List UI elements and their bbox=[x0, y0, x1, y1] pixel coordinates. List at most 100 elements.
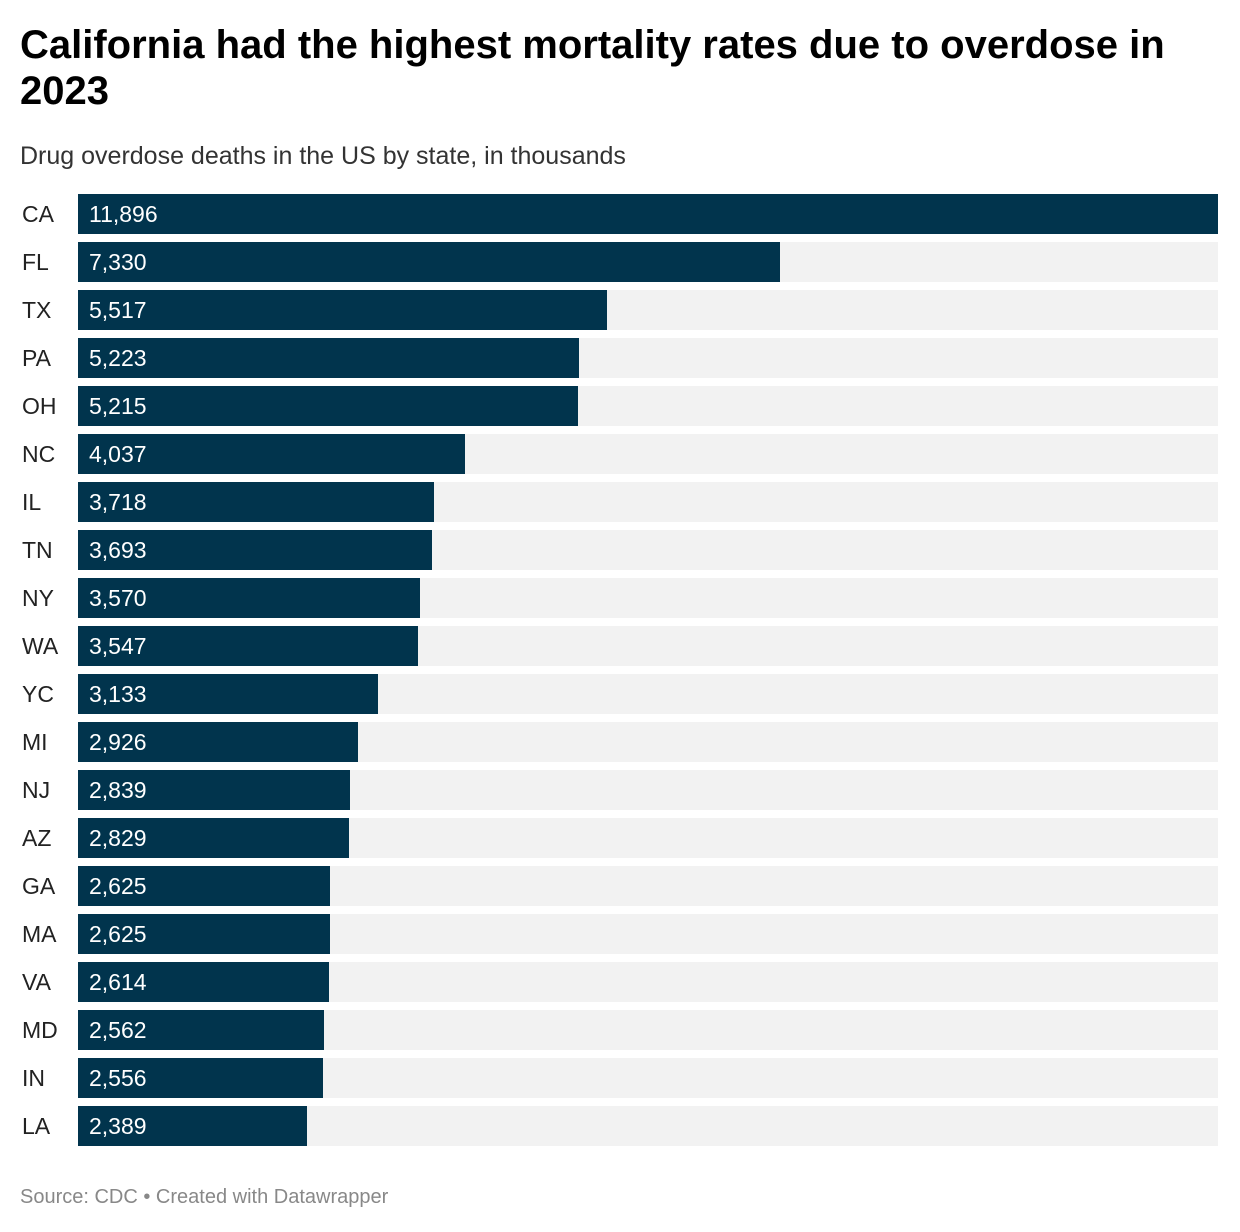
category-label: WA bbox=[22, 633, 59, 659]
bar-track: 2,562 bbox=[78, 1010, 1218, 1050]
bar-row: CA 11,896 bbox=[0, 194, 1240, 234]
value-label: 2,562 bbox=[89, 1017, 147, 1043]
bar-track: 3,693 bbox=[78, 530, 1218, 570]
category-label: GA bbox=[22, 873, 56, 899]
value-label: 3,693 bbox=[89, 537, 147, 563]
bar bbox=[78, 578, 420, 618]
value-label: 5,215 bbox=[89, 393, 147, 419]
category-label: FL bbox=[22, 249, 49, 275]
bar-row: OH 5,215 bbox=[0, 386, 1240, 426]
value-label: 2,389 bbox=[89, 1113, 147, 1139]
category-label: MD bbox=[22, 1017, 58, 1043]
bar-track: 3,570 bbox=[78, 578, 1218, 618]
bar bbox=[78, 770, 350, 810]
value-label: 7,330 bbox=[89, 249, 147, 275]
chart-footer: Source: CDC • Created with Datawrapper bbox=[20, 1186, 389, 1208]
bar-row: YC 3,133 bbox=[0, 674, 1240, 714]
value-label: 11,896 bbox=[89, 201, 158, 227]
value-label: 3,547 bbox=[89, 633, 147, 659]
bar bbox=[78, 722, 358, 762]
bar-row: NY 3,570 bbox=[0, 578, 1240, 618]
bar-row: TX 5,517 bbox=[0, 290, 1240, 330]
bar-track: 2,556 bbox=[78, 1058, 1218, 1098]
category-label: AZ bbox=[22, 825, 52, 851]
bar-track: 4,037 bbox=[78, 434, 1218, 474]
bar bbox=[78, 242, 780, 282]
value-label: 5,517 bbox=[89, 297, 147, 323]
bar bbox=[78, 386, 578, 426]
value-label: 2,829 bbox=[89, 825, 147, 851]
bar bbox=[78, 962, 329, 1002]
value-label: 2,839 bbox=[89, 777, 147, 803]
bar bbox=[78, 866, 330, 906]
bar bbox=[78, 1058, 323, 1098]
category-label: NC bbox=[22, 441, 56, 467]
bar bbox=[78, 338, 579, 378]
bar bbox=[78, 290, 607, 330]
bar-row: LA 2,389 bbox=[0, 1106, 1240, 1146]
bar-track: 7,330 bbox=[78, 242, 1218, 282]
bar-track: 3,133 bbox=[78, 674, 1218, 714]
category-label: IL bbox=[22, 489, 42, 515]
bar-track: 2,625 bbox=[78, 866, 1218, 906]
bar-track: 5,215 bbox=[78, 386, 1218, 426]
bar bbox=[78, 194, 1218, 234]
bar-track: 2,389 bbox=[78, 1106, 1218, 1146]
bar bbox=[78, 914, 330, 954]
category-label: YC bbox=[22, 681, 54, 707]
category-label: MI bbox=[22, 729, 48, 755]
bar bbox=[78, 530, 432, 570]
bar-track: 2,926 bbox=[78, 722, 1218, 762]
bar-row: MI 2,926 bbox=[0, 722, 1240, 762]
bar-track: 2,614 bbox=[78, 962, 1218, 1002]
bar-row: GA 2,625 bbox=[0, 866, 1240, 906]
bar-row: IL 3,718 bbox=[0, 482, 1240, 522]
value-label: 3,718 bbox=[89, 489, 147, 515]
bar-chart: CA 11,896 FL 7,330 TX 5,517 PA 5,223 OH 5,215 NC 4,… bbox=[0, 194, 1240, 1154]
chart-title: California had the highest mortality rat… bbox=[20, 23, 1165, 113]
value-label: 3,133 bbox=[89, 681, 147, 707]
bar-row: TN 3,693 bbox=[0, 530, 1240, 570]
value-label: 2,625 bbox=[89, 873, 147, 899]
value-label: 4,037 bbox=[89, 441, 147, 467]
bar bbox=[78, 674, 378, 714]
bar-track: 5,223 bbox=[78, 338, 1218, 378]
chart-subtitle: Drug overdose deaths in the US by state,… bbox=[20, 142, 626, 170]
category-label: MA bbox=[22, 921, 57, 947]
bar bbox=[78, 434, 465, 474]
bar-track: 11,896 bbox=[78, 194, 1218, 234]
category-label: CA bbox=[22, 201, 54, 227]
value-label: 2,556 bbox=[89, 1065, 147, 1091]
bar-row: WA 3,547 bbox=[0, 626, 1240, 666]
value-label: 2,625 bbox=[89, 921, 147, 947]
bar bbox=[78, 1106, 307, 1146]
bar-track: 3,547 bbox=[78, 626, 1218, 666]
category-label: VA bbox=[22, 969, 51, 995]
bar bbox=[78, 1010, 324, 1050]
category-label: PA bbox=[22, 345, 51, 371]
bar-track: 2,625 bbox=[78, 914, 1218, 954]
category-label: NJ bbox=[22, 777, 51, 803]
bar-row: VA 2,614 bbox=[0, 962, 1240, 1002]
bar bbox=[78, 482, 434, 522]
bar-row: PA 5,223 bbox=[0, 338, 1240, 378]
value-label: 2,926 bbox=[89, 729, 147, 755]
category-label: TN bbox=[22, 537, 53, 563]
bar-row: MA 2,625 bbox=[0, 914, 1240, 954]
value-label: 3,570 bbox=[89, 585, 147, 611]
bar-track: 5,517 bbox=[78, 290, 1218, 330]
bar-row: NJ 2,839 bbox=[0, 770, 1240, 810]
bar-track: 2,839 bbox=[78, 770, 1218, 810]
bar-row: MD 2,562 bbox=[0, 1010, 1240, 1050]
bar bbox=[78, 818, 349, 858]
category-label: IN bbox=[22, 1065, 45, 1091]
bar-row: FL 7,330 bbox=[0, 242, 1240, 282]
bar-row: AZ 2,829 bbox=[0, 818, 1240, 858]
bar bbox=[78, 626, 418, 666]
category-label: LA bbox=[22, 1113, 51, 1139]
bar-row: IN 2,556 bbox=[0, 1058, 1240, 1098]
bar-track: 2,829 bbox=[78, 818, 1218, 858]
category-label: NY bbox=[22, 585, 54, 611]
category-label: TX bbox=[22, 297, 52, 323]
value-label: 5,223 bbox=[89, 345, 147, 371]
